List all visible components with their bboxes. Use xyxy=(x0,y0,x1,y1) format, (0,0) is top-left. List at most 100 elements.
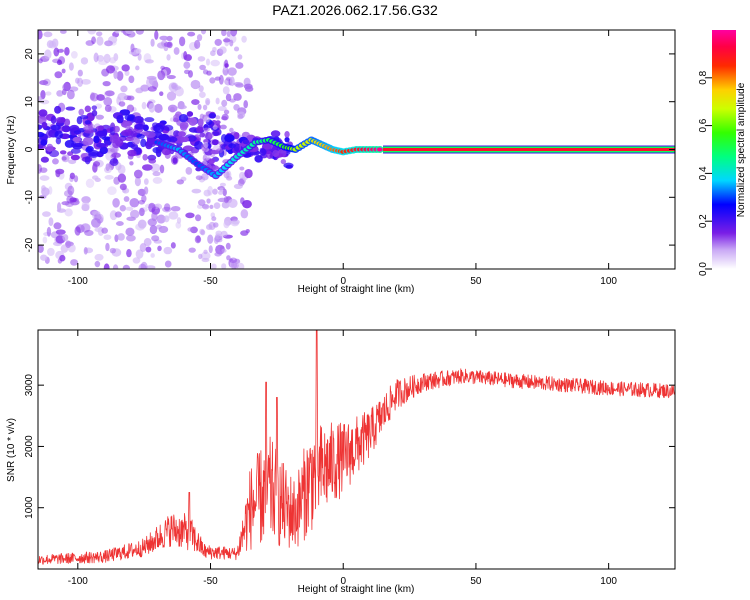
spectrogram-cell xyxy=(60,30,67,34)
spectrogram-cell xyxy=(283,162,294,169)
spectrogram-cell xyxy=(155,148,162,158)
y-tick-label: 0 xyxy=(24,146,35,152)
spectrogram-cell xyxy=(161,39,168,48)
spectrogram-cell xyxy=(146,77,154,88)
spectrogram-cell xyxy=(73,130,82,135)
spectrogram-cell xyxy=(232,262,239,269)
spectrogram-cell xyxy=(54,105,62,114)
colorbar xyxy=(712,30,736,269)
spectrogram-cell xyxy=(81,78,91,85)
spectrogram-cell xyxy=(175,221,182,229)
spectrogram-cell xyxy=(139,243,147,252)
snr-panel: -100 -50 0 50 100 1000 2000 3000 Height of str… xyxy=(6,329,676,595)
spectrogram-cell xyxy=(214,251,222,257)
spectrogram-cell xyxy=(132,257,141,264)
spectrogram-cell xyxy=(135,87,144,94)
spectrogram-cell xyxy=(233,81,243,87)
spectrogram-cell xyxy=(235,62,244,69)
spectrogram-cell xyxy=(64,182,73,191)
spectrogram-cell xyxy=(197,124,204,133)
spectrogram-cell xyxy=(224,63,229,68)
spectrogram-cell xyxy=(237,54,243,60)
spectrogram-cell xyxy=(223,109,230,115)
spectrogram-cell xyxy=(130,43,135,53)
spectrogram-cell xyxy=(64,201,75,208)
spectrogram-cell xyxy=(83,247,88,255)
spectrogram-cell xyxy=(116,70,124,81)
spectrogram-cell xyxy=(53,222,62,230)
spectrogram-cell xyxy=(270,130,281,138)
spectrogram-cell xyxy=(221,30,227,37)
spectrogram-cell xyxy=(148,202,156,213)
spectrogram-cell xyxy=(213,202,221,209)
spectrogram-cell xyxy=(129,198,140,208)
spectrogram-cell xyxy=(113,70,118,80)
spectrogram-cell xyxy=(187,135,197,142)
spectrogram-cell xyxy=(137,188,146,196)
spectrogram-cell xyxy=(223,220,230,229)
spectrogram-cell xyxy=(220,230,228,238)
spectrogram-cell xyxy=(266,151,274,159)
spectrogram-cell xyxy=(127,149,137,157)
spectrogram-cell xyxy=(210,59,220,67)
spectrogram-cell xyxy=(203,189,211,197)
spectrogram-cell xyxy=(205,58,211,66)
spectrogram-cell xyxy=(153,124,164,133)
spectrogram-cell xyxy=(133,116,144,124)
spectrogram-cell xyxy=(233,183,243,189)
spectrogram-cell xyxy=(54,71,63,79)
spectrogram-cell xyxy=(112,264,119,269)
spectrogram-cell xyxy=(262,143,272,150)
spectrogram-cell xyxy=(81,201,90,211)
spectrogram-cell xyxy=(46,226,52,237)
spectrogram-cell xyxy=(54,130,63,140)
spectrogram-cell xyxy=(103,263,110,269)
spectrogram-cell xyxy=(38,124,43,130)
spectrogram-cell xyxy=(210,50,216,57)
spectrogram-cell xyxy=(38,144,44,149)
snr-frame xyxy=(37,329,676,570)
snr-y-axis-label: SNR (10 * v/v) xyxy=(6,418,17,482)
spectrogram-cell xyxy=(94,177,101,182)
spectrogram-cell xyxy=(77,69,83,77)
spectrogram-cell xyxy=(194,235,202,244)
spectrogram-cell xyxy=(215,97,220,105)
x-tick-label: -100 xyxy=(68,276,88,287)
spectrogram-cell xyxy=(211,131,220,136)
spectrogram-cell xyxy=(163,215,170,223)
y-tick-label: 10 xyxy=(24,96,35,108)
spectrogram-cell xyxy=(126,248,132,258)
spectrogram-cell xyxy=(120,129,132,137)
spectrogram-cell xyxy=(152,171,161,177)
spectrogram-cell xyxy=(173,47,180,55)
spectrogram-cell xyxy=(178,113,189,123)
spectrogram-cell xyxy=(185,167,193,175)
spectrogram-cell xyxy=(206,70,212,76)
spectrogram-cell xyxy=(135,48,142,54)
spectrogram-cell xyxy=(141,164,153,171)
spectrogram-cell xyxy=(104,104,112,113)
spectrogram-cell xyxy=(48,149,60,158)
spectrogram-cell xyxy=(140,261,148,269)
spectrogram-cell xyxy=(52,158,59,165)
spectrogram-cell xyxy=(121,64,130,72)
spectrogram-cell xyxy=(80,57,89,65)
spectrogram-cell xyxy=(170,206,181,212)
spectrogram-cell xyxy=(150,163,161,173)
spectrogram-cell xyxy=(75,77,80,84)
spectrogram-cell xyxy=(123,196,130,202)
spectrogram-cell xyxy=(45,130,53,139)
spectrogram-cell xyxy=(188,247,196,253)
spectrogram-cell xyxy=(53,47,60,57)
spectrogram-cell xyxy=(137,53,142,61)
spectrogram-cell xyxy=(179,121,189,129)
spectrogram-cell xyxy=(180,136,190,143)
spectrogram-cell xyxy=(91,36,96,45)
spectrogram-cell xyxy=(117,92,128,101)
spectrogram-cell xyxy=(197,56,206,62)
spectrogram-cell xyxy=(176,217,182,224)
spectrogram-cell xyxy=(177,104,187,110)
spectrogram-cell xyxy=(130,209,140,219)
spectrogram-cell xyxy=(203,249,208,255)
spectrogram-cell xyxy=(125,227,135,237)
